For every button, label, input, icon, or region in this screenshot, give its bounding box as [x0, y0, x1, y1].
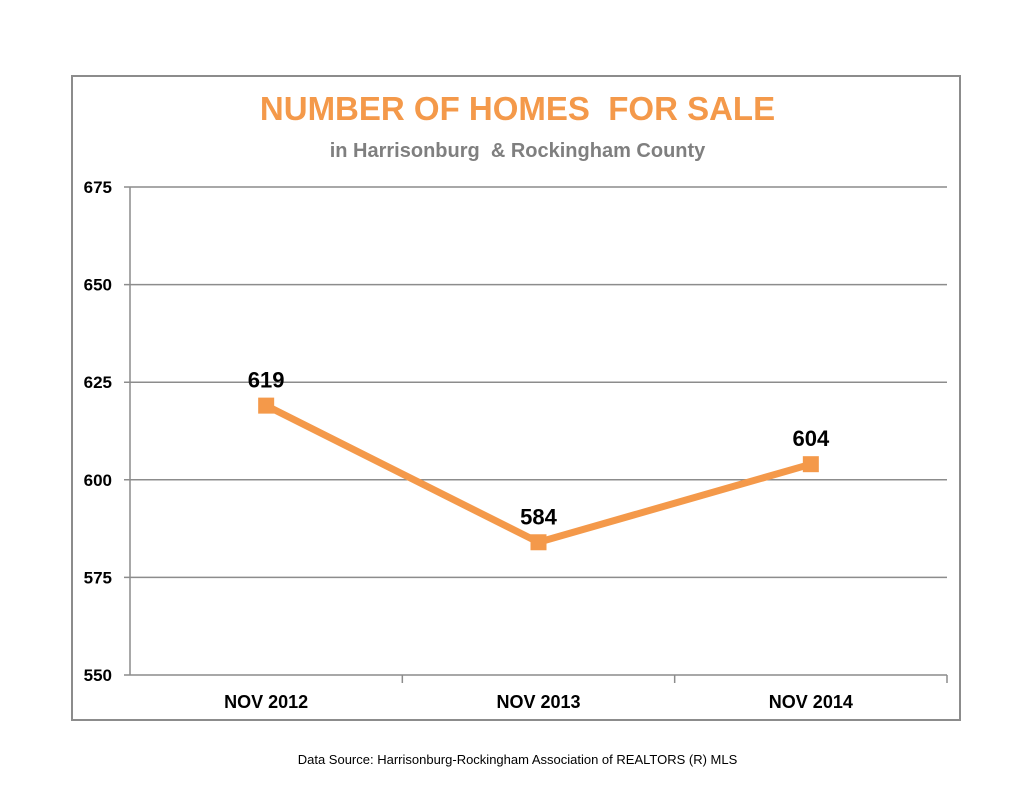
y-tick-label: 600 — [84, 471, 112, 490]
y-tick-label: 575 — [84, 568, 112, 587]
x-tick-label: NOV 2014 — [769, 692, 853, 712]
data-source-footnote: Data Source: Harrisonburg-Rockingham Ass… — [297, 752, 738, 767]
y-tick-label: 650 — [84, 276, 112, 295]
y-tick-label: 625 — [84, 373, 112, 392]
gridlines — [124, 186, 947, 579]
axes — [124, 187, 948, 683]
data-point-marker — [530, 534, 547, 551]
y-tick-labels: 550 575 600 625 650 675 — [84, 178, 112, 685]
chart-frame — [71, 75, 961, 721]
chart-subtitle: in Harrisonburg & Rockingham County — [329, 140, 706, 162]
chart-title: NUMBER OF HOMES FOR SALE — [259, 90, 776, 127]
x-tick-label: NOV 2012 — [224, 692, 308, 712]
data-point-marker — [258, 397, 275, 414]
x-tick-label: NOV 2013 — [496, 692, 580, 712]
x-tick-labels: NOV 2012 NOV 2013 NOV 2014 — [224, 692, 853, 712]
y-tick-label: 675 — [84, 178, 112, 197]
data-label: 604 — [792, 426, 829, 451]
data-label: 619 — [248, 368, 285, 393]
data-labels: 619 584 604 — [248, 368, 830, 530]
data-point-marker — [802, 456, 819, 473]
series — [258, 397, 819, 551]
data-label: 584 — [520, 504, 557, 529]
y-tick-label: 550 — [84, 666, 112, 685]
